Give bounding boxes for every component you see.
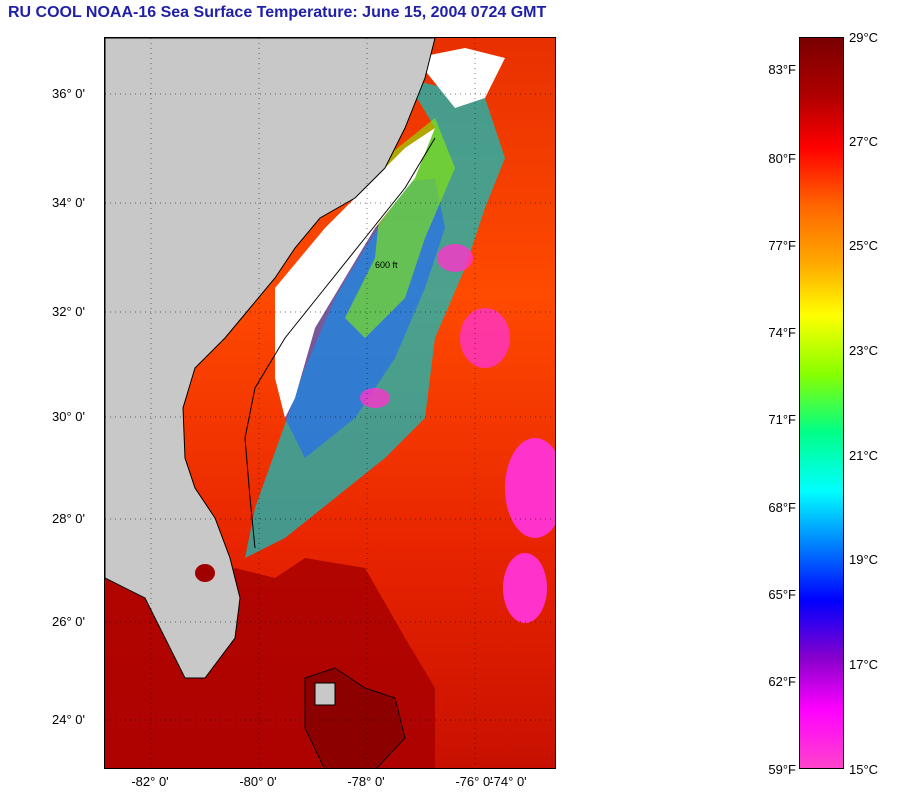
celsius-label: 29°C: [849, 30, 879, 45]
lon-label: -74° 0': [489, 774, 527, 789]
island: [314, 682, 336, 706]
land-mass: [105, 38, 436, 679]
sst-map-image: 600 ft: [105, 38, 555, 768]
magenta-patch: [437, 244, 473, 272]
celsius-label: 17°C: [849, 657, 879, 672]
lon-label: -76° 0': [455, 774, 493, 789]
celsius-label: 27°C: [849, 134, 879, 149]
lat-label: 26° 0': [52, 614, 85, 629]
fahrenheit-label: 83°F: [768, 62, 796, 77]
magenta-patch: [503, 553, 547, 623]
lat-label: 30° 0': [52, 409, 85, 424]
celsius-label: 23°C: [849, 343, 879, 358]
fahrenheit-label: 68°F: [768, 500, 796, 515]
color-scale-bar: [799, 37, 844, 769]
fahrenheit-label: 59°F: [768, 762, 796, 777]
fahrenheit-label: 62°F: [768, 674, 796, 689]
graticule: [105, 38, 555, 768]
fahrenheit-label: 80°F: [768, 151, 796, 166]
lon-label: -78° 0': [347, 774, 385, 789]
celsius-label: 15°C: [849, 762, 879, 777]
lake-okeechobee: [195, 564, 215, 582]
lat-label: 36° 0': [52, 86, 85, 101]
fahrenheit-label: 77°F: [768, 238, 796, 253]
fahrenheit-label: 74°F: [768, 325, 796, 340]
green-water-band: [345, 118, 455, 338]
lat-label: 28° 0': [52, 511, 85, 526]
lat-label: 34° 0': [52, 195, 85, 210]
map-title: RU COOL NOAA-16 Sea Surface Temperature:…: [8, 4, 547, 21]
magenta-patch: [360, 388, 390, 408]
contour-label: 600 ft: [375, 260, 398, 270]
celsius-label: 19°C: [849, 552, 879, 567]
lat-label: 32° 0': [52, 304, 85, 319]
lon-label: -80° 0': [239, 774, 277, 789]
sst-map: 600 ft: [104, 37, 556, 769]
magenta-patch: [505, 438, 555, 538]
fahrenheit-label: 65°F: [768, 587, 796, 602]
lat-label: 24° 0': [52, 712, 85, 727]
magenta-patch: [460, 308, 510, 368]
celsius-label: 25°C: [849, 238, 879, 253]
celsius-label: 21°C: [849, 448, 879, 463]
fahrenheit-label: 71°F: [768, 412, 796, 427]
lon-label: -82° 0': [131, 774, 169, 789]
northern-clouds: [415, 48, 505, 108]
isobath-contour: [244, 137, 436, 549]
